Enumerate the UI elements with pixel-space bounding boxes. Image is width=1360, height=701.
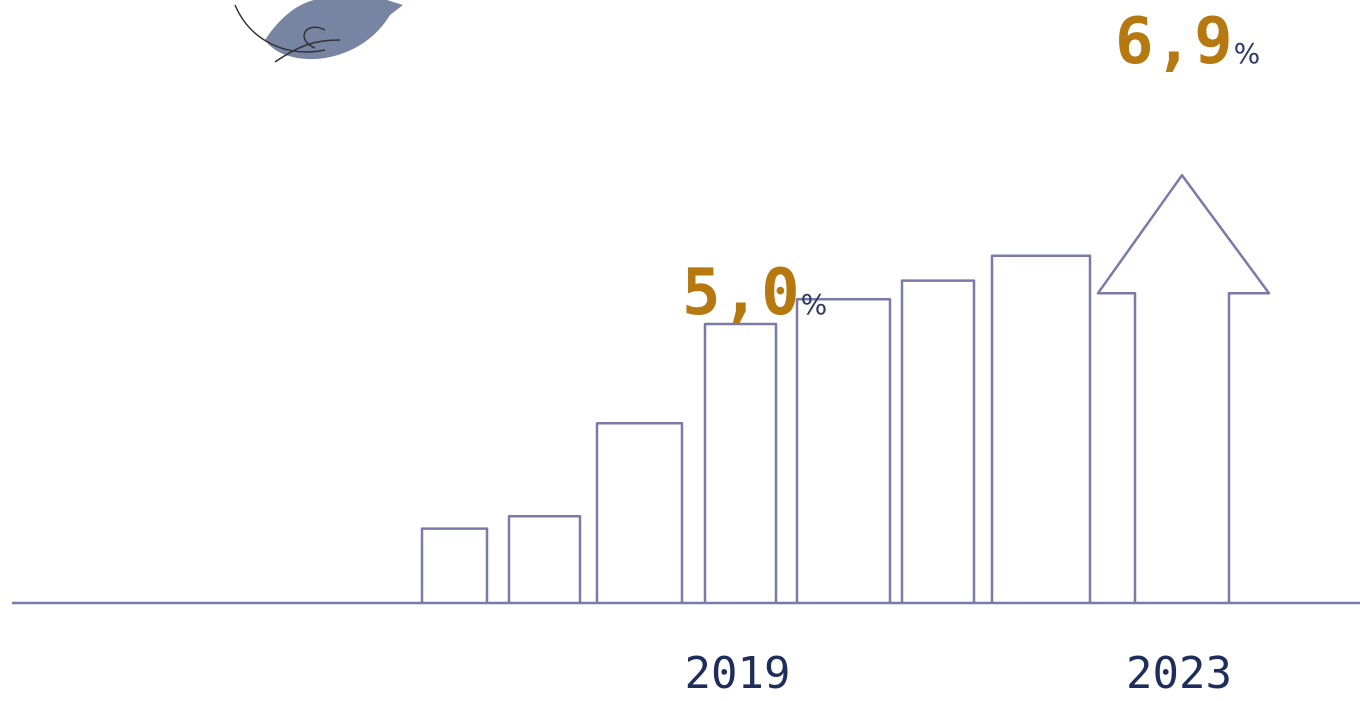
callout-unit: % — [1233, 37, 1261, 70]
bar — [595, 421, 684, 603]
bar — [507, 514, 582, 603]
gear-icon — [234, 0, 403, 63]
callout-unit: % — [800, 288, 828, 321]
callout-2019: 5,0% — [682, 256, 827, 330]
bar — [703, 322, 778, 603]
x-tick-label: 2019 — [684, 648, 791, 699]
chart-bars — [420, 173, 1271, 603]
bar — [900, 279, 976, 603]
bar — [420, 527, 489, 603]
bar-arrow — [1096, 173, 1271, 603]
x-tick-label: 2023 — [1126, 648, 1232, 699]
callout-2023: 6,9% — [1115, 5, 1260, 79]
callout-value: 6,9 — [1115, 5, 1234, 79]
callout-value: 5,0 — [682, 256, 801, 330]
bar — [795, 297, 892, 603]
bar — [990, 254, 1092, 603]
